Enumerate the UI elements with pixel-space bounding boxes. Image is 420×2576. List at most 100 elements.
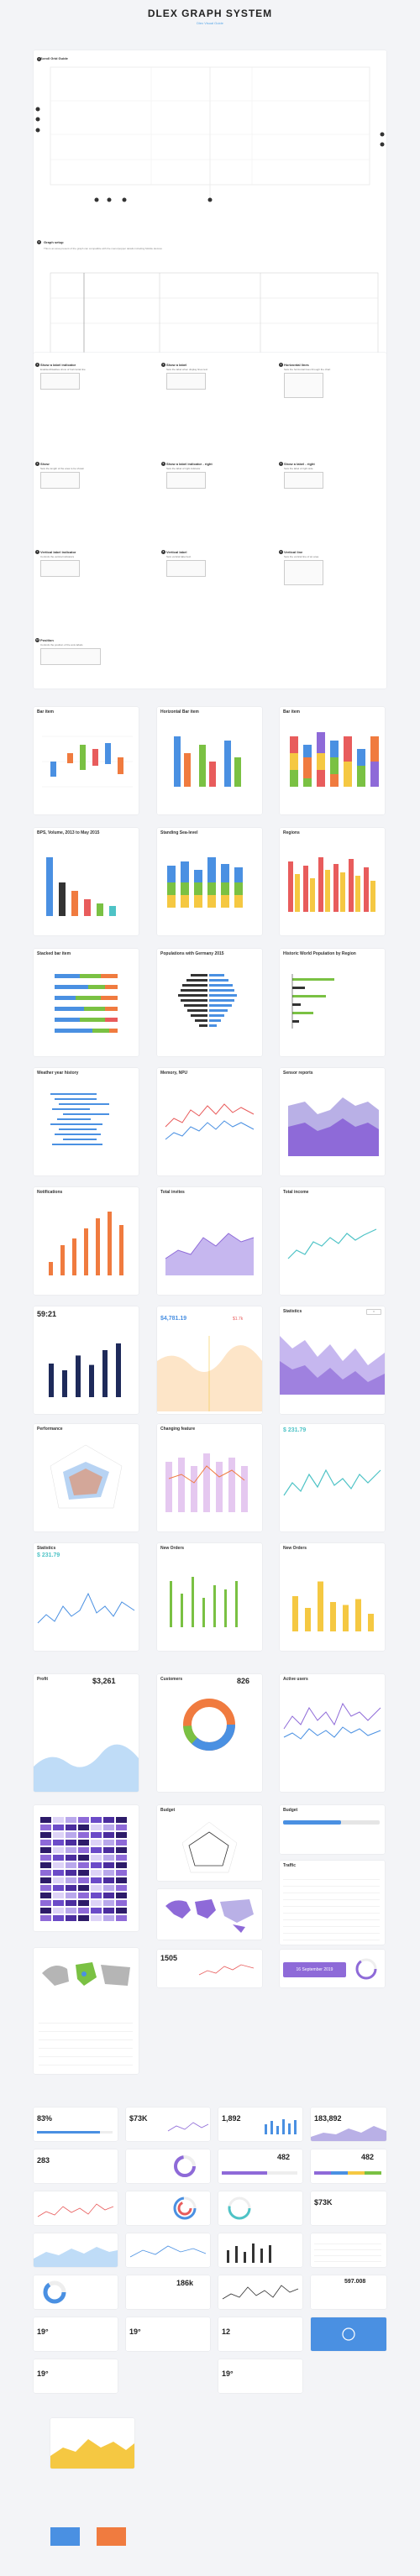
period-select[interactable]: ▾	[366, 1309, 381, 1315]
heatmap-cell	[40, 1847, 51, 1853]
chart-bar	[355, 1599, 361, 1631]
changing-feature-chart	[165, 1453, 248, 1512]
heatmap-cell	[103, 1817, 114, 1823]
heatmap-cell	[53, 1855, 64, 1861]
doc-item-5: 5 Show a label indicator - right Sets th…	[160, 462, 260, 504]
heatmap-cell	[103, 1900, 114, 1906]
doc-preview	[40, 373, 80, 390]
new-orders-chart	[170, 1577, 238, 1627]
heatmap-cell	[91, 1900, 102, 1906]
card-title: Traffic	[283, 1863, 297, 1868]
doc-desc: Sets vertical label text	[166, 555, 192, 558]
profit-value: $3,261	[92, 1677, 116, 1685]
heatmap-cell	[53, 1862, 64, 1868]
sea-level-chart	[167, 857, 243, 908]
heatmap-cell	[78, 1870, 89, 1876]
kpi-value: $73K	[129, 2114, 148, 2123]
heatmap-cell	[40, 1893, 51, 1898]
kpi-ring2	[228, 2196, 251, 2220]
kpi-list	[314, 2238, 381, 2262]
heatmap-cell	[91, 1840, 102, 1846]
kpi-value: 482	[277, 2153, 291, 2161]
heatmap-cell	[53, 1832, 64, 1838]
doc-preview	[284, 560, 323, 585]
doc-label: Vertical line	[284, 550, 303, 554]
budget-radar-card: Budget	[157, 1805, 262, 1881]
sun-icon	[342, 2327, 355, 2341]
heatmap-cell	[78, 1855, 89, 1861]
doc-preview	[166, 560, 206, 577]
kpi-sparkline	[167, 2122, 209, 2132]
traffic-table-card: Traffic	[280, 1861, 385, 1945]
doc-item-6: 6 Show a label - right Sets the label of…	[277, 462, 378, 504]
kpi-value: 1,892	[222, 2114, 241, 2123]
kpi-value: 186k	[176, 2279, 194, 2287]
time-value: 59:21	[37, 1310, 57, 1318]
card-title: BPS, Volume, 2013 to May 2015	[37, 830, 100, 835]
kpi-183892-card: 183,892	[311, 2107, 386, 2141]
weather-temp-card-5: 19°	[218, 2359, 302, 2393]
card-title: Stacked bar item	[37, 951, 71, 956]
chart-bar	[49, 1262, 53, 1275]
budget-card: Budget	[280, 1805, 385, 1854]
performance-radar	[50, 1444, 123, 1509]
heatmap-cell	[53, 1900, 64, 1906]
population-chart	[178, 974, 237, 1027]
kpi-line2	[129, 2245, 207, 2258]
kpi-186k-card: 186k	[126, 2275, 210, 2309]
money2-value: $ 231.79	[283, 1427, 307, 1433]
doc-label: Show a label	[166, 363, 187, 367]
doc-label: Show a label indicator - right	[166, 462, 213, 466]
doc-marker: 6	[279, 462, 283, 466]
heatmap-cell	[91, 1893, 102, 1898]
doc-desc: Sets the label when display lines text	[166, 368, 208, 371]
card-title: Bar item	[37, 709, 55, 715]
heatmap-cell	[66, 1832, 76, 1838]
kpi-bars	[265, 2119, 297, 2134]
money-value: $4,781.19	[160, 1316, 187, 1322]
doc-marker: 4	[35, 462, 39, 466]
heatmap-chart	[40, 1817, 127, 1921]
doc-preview	[284, 472, 323, 489]
doc-marker: 8	[161, 550, 165, 554]
chart-bar	[96, 1218, 100, 1275]
heatmap-cell	[91, 1908, 102, 1914]
temp-value: 19°	[37, 2369, 49, 2378]
heatmap-cell	[53, 1885, 64, 1891]
doc-preview	[40, 560, 80, 577]
stacked-hbar-chart	[55, 974, 118, 1033]
chart-bar	[119, 1225, 123, 1275]
heatmap-cell	[91, 1877, 102, 1883]
heatmap-cell	[66, 1908, 76, 1914]
doc-label: Horizontal lines	[284, 363, 309, 367]
kpi-73k2-card: $73K	[311, 2191, 386, 2225]
heatmap-cell	[78, 1893, 89, 1898]
doc-preview	[284, 373, 323, 398]
money3-chart	[37, 1592, 135, 1624]
heatmap-cell	[103, 1908, 114, 1914]
kpi-ring-card	[126, 2191, 210, 2225]
heatmap-cell	[116, 1847, 127, 1853]
heatmap-cell	[66, 1915, 76, 1921]
kpi-line-card-3	[218, 2275, 302, 2309]
heatmap-cell	[53, 1840, 64, 1846]
chart-bar	[116, 1343, 121, 1397]
chart-bar	[60, 1245, 65, 1275]
chart-bar	[49, 1364, 54, 1397]
total-invites-chart	[165, 1233, 255, 1275]
sales-sparkline	[198, 1964, 255, 1976]
heatmap-cell	[116, 1840, 127, 1846]
heatmap-cell	[116, 1855, 127, 1861]
heatmap-cell	[78, 1885, 89, 1891]
heatmap-cell	[91, 1885, 102, 1891]
chart-bar	[72, 1238, 76, 1275]
chart-bar	[368, 1614, 374, 1631]
notifications-card: Notifications	[34, 1187, 139, 1295]
historic-chart	[291, 974, 334, 1029]
kpi-line3	[222, 2285, 299, 2300]
heatmap-cell	[103, 1855, 114, 1861]
weather-temp-card-1: 19°	[34, 2317, 118, 2351]
active-users-card: Active users	[280, 1674, 385, 1792]
heatmap-cell	[40, 1840, 51, 1846]
card-title: Notifications	[37, 1190, 63, 1195]
